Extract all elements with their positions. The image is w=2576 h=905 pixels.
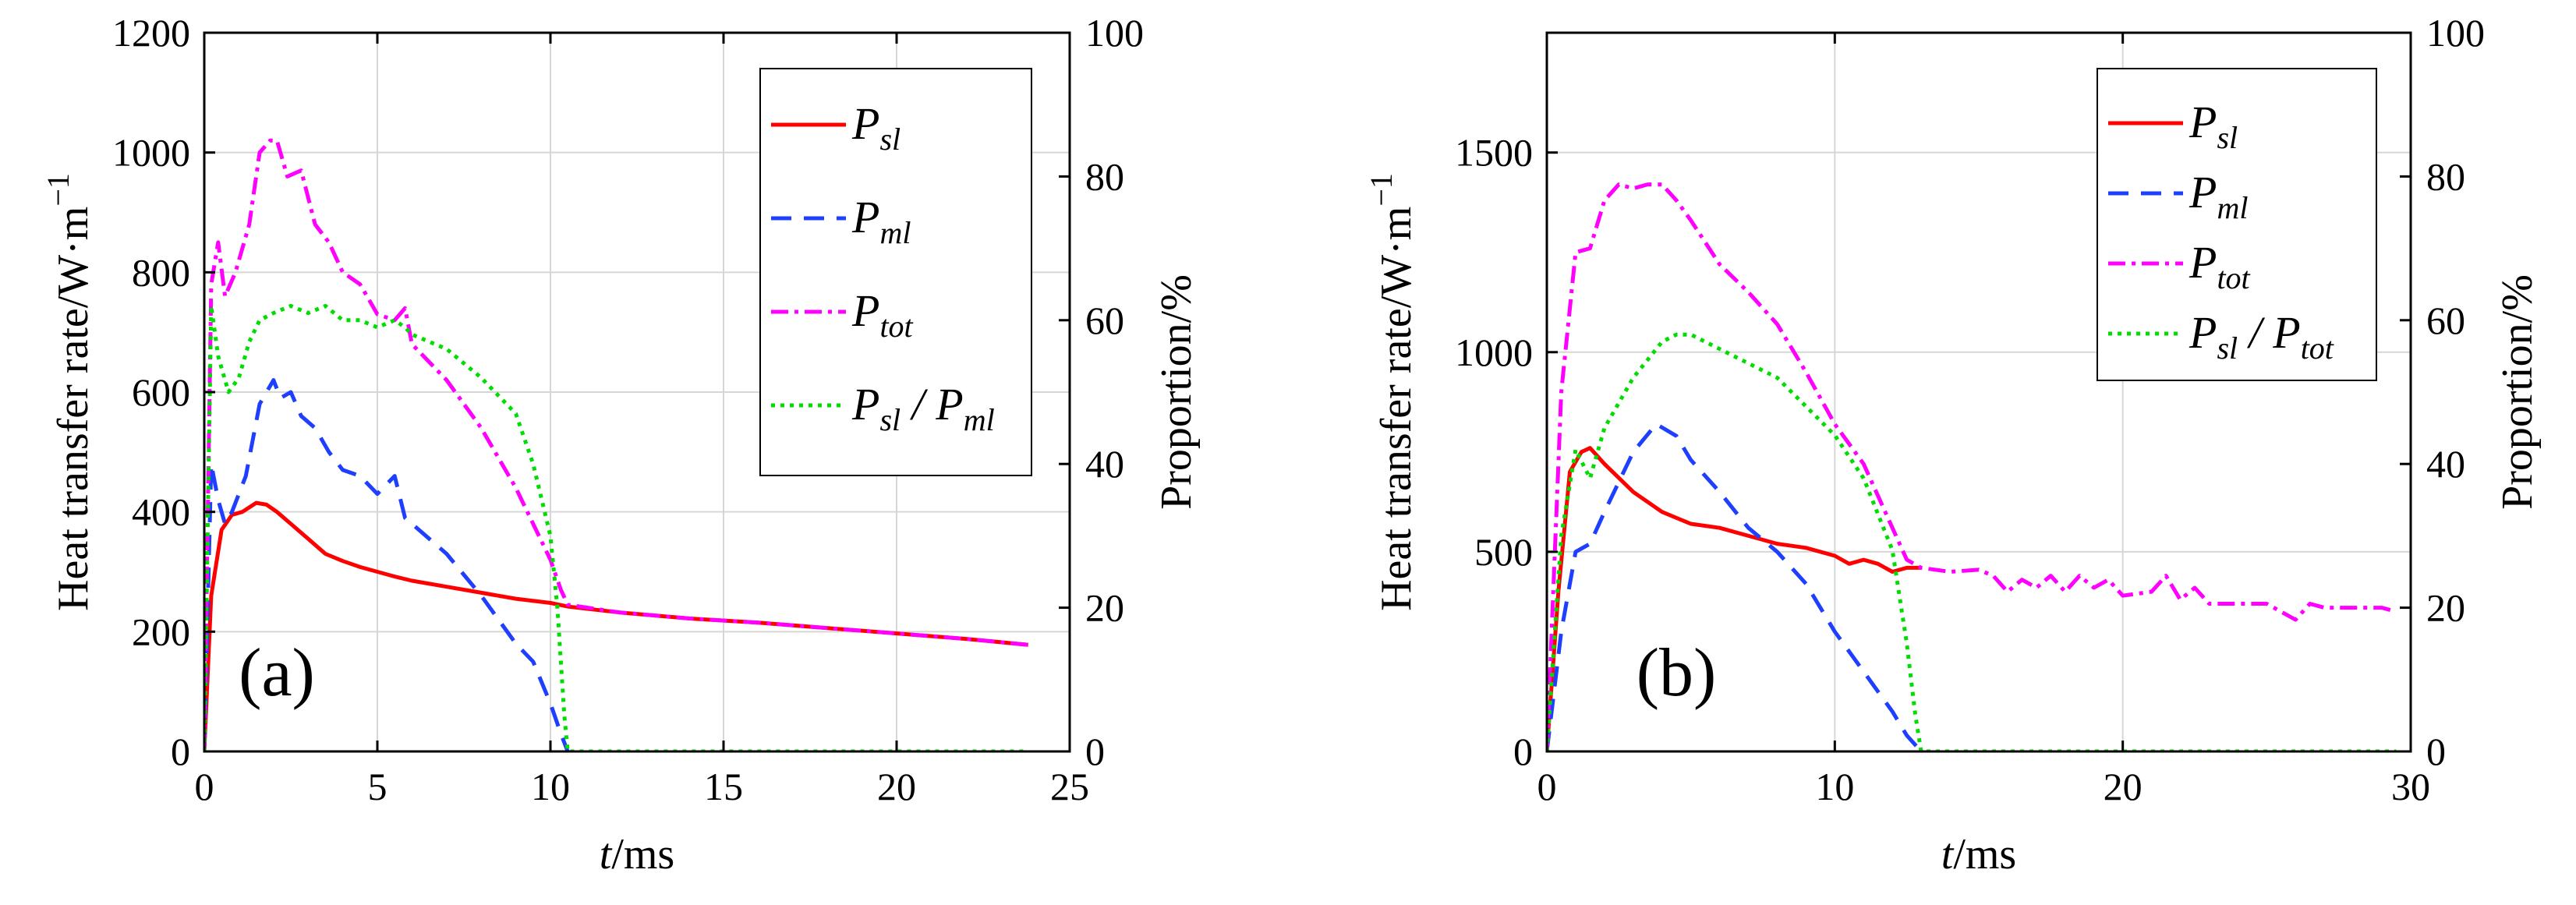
legend-main-2: P — [2272, 307, 2300, 358]
x-axis-label: t/ms — [600, 830, 674, 878]
y2-tick-label: 20 — [1085, 586, 1124, 630]
y-axis-label-text: Heat transfer rate/W·m — [49, 207, 97, 611]
legend-sub: sl — [2217, 120, 2238, 155]
y-tick-label: 1200 — [112, 11, 190, 55]
series-line-p-ml — [204, 378, 570, 751]
x-tick-label: 10 — [531, 765, 570, 808]
y2-tick-label: 80 — [1085, 154, 1124, 198]
y2-tick-label: 60 — [2426, 299, 2465, 342]
legend-box — [2097, 68, 2377, 381]
legend-main: P — [851, 285, 879, 336]
x-tick-label: 0 — [195, 765, 214, 808]
x-tick-label: 5 — [368, 765, 387, 808]
legend-main: P — [851, 192, 879, 242]
legend-main-2: P — [935, 379, 963, 430]
y2-tick-label: 0 — [1085, 730, 1105, 773]
y2-tick-label: 20 — [2426, 586, 2465, 630]
legend-sub: sl — [2217, 331, 2238, 366]
y-tick-label: 1000 — [1455, 331, 1533, 374]
x-tick-label: 25 — [1050, 765, 1089, 808]
legend-entry: Psl — [851, 98, 901, 157]
legend-sub: ml — [879, 215, 911, 250]
panel-a: 0 5 10 15 20 25020040060080010001200020406080… — [41, 11, 1201, 878]
panel-label: (b) — [1637, 635, 1717, 711]
legend-entry: Psl / Ptot — [2189, 307, 2334, 366]
y-axis-label: Heat transfer rate/W·m−1 — [1364, 173, 1421, 611]
legend-sub: tot — [2217, 260, 2250, 295]
y-tick-label: 1000 — [112, 131, 190, 175]
legend-main: P — [2189, 97, 2217, 147]
x-tick-label: 20 — [877, 765, 916, 808]
y-tick-label: 0 — [171, 730, 190, 773]
y-axis-label-sup: −1 — [1364, 173, 1399, 207]
legend-sub-2: tot — [2301, 331, 2334, 366]
panel-label: (a) — [239, 635, 315, 711]
y-tick-label: 200 — [132, 610, 190, 653]
legend-main: P — [2189, 237, 2217, 288]
legend-entry: Pml — [851, 192, 911, 250]
legend-sub: sl — [879, 402, 901, 437]
legend-entry: Pml — [2189, 167, 2248, 225]
x-tick-label: 15 — [704, 765, 743, 808]
legend-sub: sl — [879, 122, 901, 157]
y-tick-label: 1500 — [1455, 131, 1533, 175]
y2-axis-label: Proportion/% — [1152, 274, 1201, 510]
x-axis-label-var: t — [600, 830, 613, 878]
series-line-p-tot — [1547, 182, 2397, 751]
y2-tick-label: 0 — [2426, 730, 2446, 773]
y-tick-label: 0 — [1513, 730, 1533, 773]
x-tick-label: 30 — [2391, 765, 2430, 808]
x-axis-label-unit: /ms — [611, 830, 674, 878]
y-axis-label-sup: −1 — [41, 173, 76, 207]
legend-main: P — [851, 379, 879, 430]
series-line-p-sl — [204, 500, 1028, 751]
series-line-p-sl-p-ml — [204, 303, 1028, 751]
x-axis-label-unit: /ms — [1953, 830, 2016, 878]
x-tick-label: 20 — [2104, 765, 2143, 808]
y2-tick-label: 100 — [1085, 11, 1144, 55]
legend-entry: Ptot — [2189, 237, 2251, 295]
legend-sep: / — [901, 379, 936, 430]
legend-sub-2: ml — [964, 402, 995, 437]
y-axis-label: Heat transfer rate/W·m−1 — [41, 173, 97, 611]
legend-entry: Psl / Pml — [851, 379, 995, 437]
y2-tick-label: 40 — [2426, 442, 2465, 486]
y2-tick-label: 80 — [2426, 154, 2465, 198]
legend-main: P — [851, 98, 879, 149]
series-line-p-sl-p-tot — [1547, 332, 2397, 751]
series-line-p-ml — [1547, 422, 1923, 751]
y2-tick-label: 40 — [1085, 442, 1124, 486]
legend-sub: tot — [879, 309, 913, 344]
legend-main: P — [2189, 307, 2217, 358]
legend-entry: Psl — [2189, 97, 2238, 155]
x-axis-label-var: t — [1941, 830, 1955, 878]
x-tick-label: 0 — [1537, 765, 1557, 808]
y-axis-label-text: Heat transfer rate/W·m — [1372, 207, 1421, 611]
x-axis-label: t/ms — [1941, 830, 2016, 878]
series-line-p-tot — [204, 138, 1028, 751]
y-tick-label: 600 — [132, 370, 190, 414]
y-tick-label: 500 — [1474, 530, 1533, 574]
panel-b: 0 10 20 30050010001500020406080100t/msHeat … — [1364, 11, 2542, 878]
legend-sub: ml — [2217, 190, 2248, 225]
y-tick-label: 800 — [132, 250, 190, 294]
legend-main: P — [2189, 167, 2217, 217]
x-tick-label: 10 — [1815, 765, 1854, 808]
y2-tick-label: 60 — [1085, 299, 1124, 342]
legend-sep: / — [2238, 307, 2273, 358]
legend-box — [759, 68, 1032, 476]
y2-axis-label: Proportion/% — [2493, 274, 2542, 510]
axes-box — [1545, 31, 2412, 753]
y-tick-label: 400 — [132, 490, 190, 534]
series-line-p-sl — [1547, 446, 1922, 751]
y2-tick-label: 100 — [2426, 11, 2485, 55]
legend-entry: Ptot — [851, 285, 914, 344]
